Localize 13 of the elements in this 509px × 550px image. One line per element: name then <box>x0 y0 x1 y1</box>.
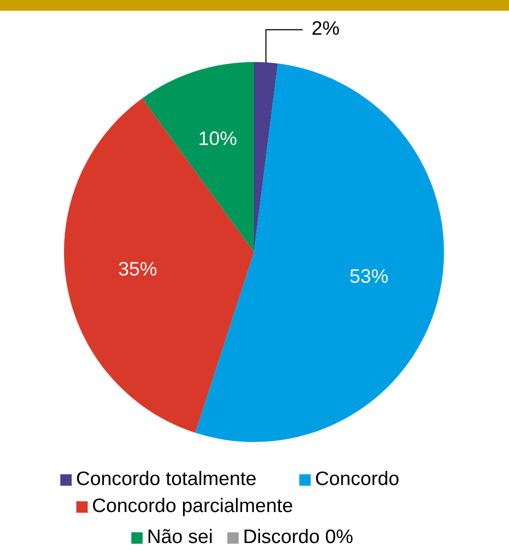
pie-slice <box>64 98 254 433</box>
pie-slice <box>195 64 444 442</box>
legend-label: Concordo <box>316 470 398 486</box>
legend-label: Discordo 0% <box>244 528 353 544</box>
data-label: 35% <box>118 262 156 276</box>
data-label: 10% <box>200 131 236 146</box>
data-label: 2% <box>312 21 339 35</box>
pie-slice <box>142 62 254 252</box>
legend-label: Concordo parcialmente <box>92 498 292 516</box>
legend-label: Concordo totalmente <box>76 470 256 486</box>
pie-slice <box>254 62 278 252</box>
legend-label: Não sei <box>148 528 212 544</box>
data-label: 53% <box>350 269 388 283</box>
